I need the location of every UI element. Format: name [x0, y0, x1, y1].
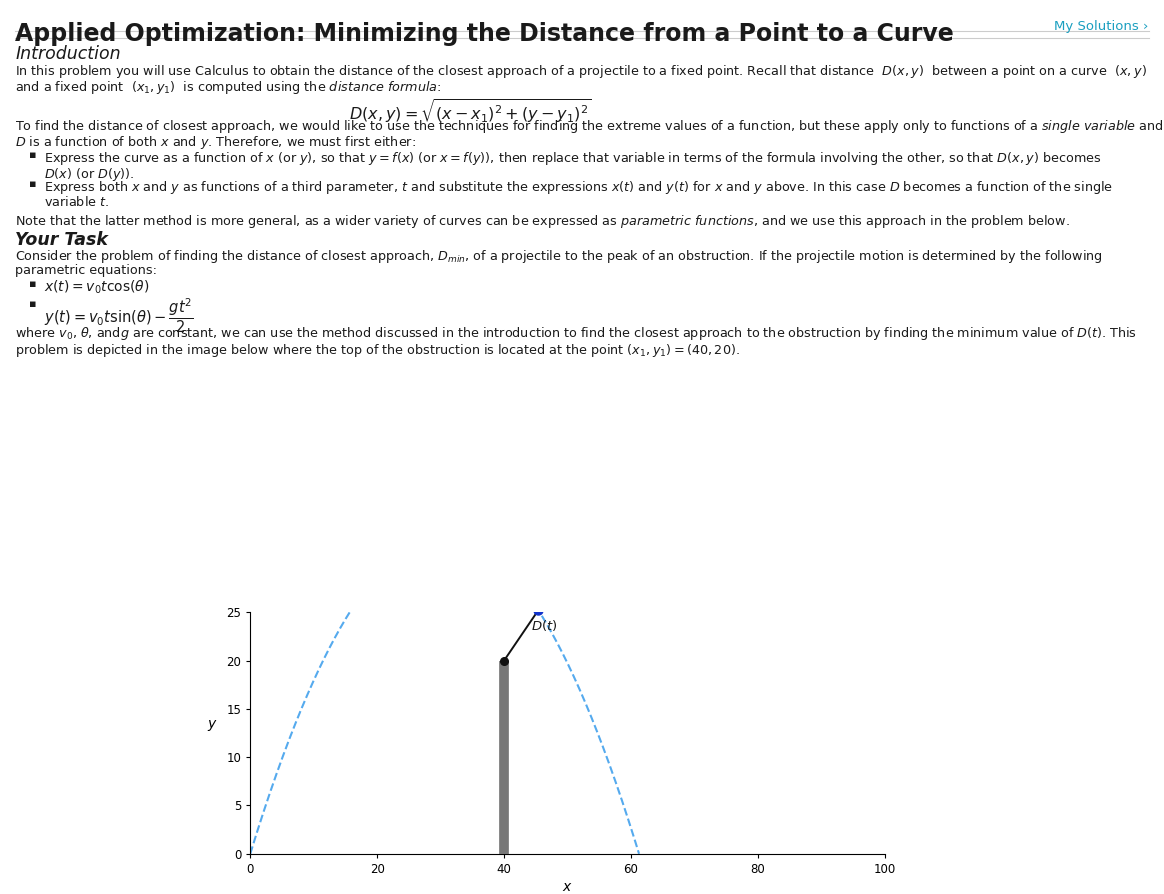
Text: where $v_0$, $\theta$, and$g$ are constant, we can use the method discussed in t: where $v_0$, $\theta$, and$g$ are consta… — [15, 325, 1137, 342]
Text: problem is depicted in the image below where the top of the obstruction is locat: problem is depicted in the image below w… — [15, 342, 740, 358]
Text: Consider the problem of finding the distance of closest approach, $D_{min}$, of : Consider the problem of finding the dist… — [15, 248, 1103, 265]
Text: ▪: ▪ — [29, 299, 36, 308]
Text: $D$ is a function of both $x$ and $y$. Therefore, we must first either:: $D$ is a function of both $x$ and $y$. T… — [15, 134, 416, 151]
Text: and a fixed point  $(x_1, y_1)$  is computed using the $\it{distance\ formula}$:: and a fixed point $(x_1, y_1)$ is comput… — [15, 79, 441, 96]
Text: Note that the latter method is more general, as a wider variety of curves can be: Note that the latter method is more gene… — [15, 213, 1070, 230]
Text: ▪: ▪ — [29, 150, 36, 160]
Text: $D(x)$ (or $D(y)$).: $D(x)$ (or $D(y)$). — [44, 166, 135, 183]
Text: In this problem you will use Calculus to obtain the distance of the closest appr: In this problem you will use Calculus to… — [15, 63, 1147, 80]
Text: $x(t) = v_0 t \cos(\theta)$: $x(t) = v_0 t \cos(\theta)$ — [44, 279, 150, 296]
Text: Express both $x$ and $y$ as functions of a third parameter, $t$ and substitute t: Express both $x$ and $y$ as functions of… — [44, 179, 1113, 196]
Text: Express the curve as a function of $x$ (or $y$), so that $y = f(x)$ (or $x = f(y: Express the curve as a function of $x$ (… — [44, 150, 1101, 167]
Text: ▪: ▪ — [29, 279, 36, 289]
Text: $y(t) = v_0 t \sin(\theta) - \dfrac{gt^2}{2}$: $y(t) = v_0 t \sin(\theta) - \dfrac{gt^2… — [44, 297, 194, 335]
Text: $D(x, y) = \sqrt{(x - x_1)^2 + (y - y_1)^2}$: $D(x, y) = \sqrt{(x - x_1)^2 + (y - y_1)… — [349, 97, 592, 124]
Text: variable $t$.: variable $t$. — [44, 195, 109, 209]
Text: parametric equations:: parametric equations: — [15, 264, 157, 277]
Text: Introduction: Introduction — [15, 45, 121, 63]
Text: To find the distance of closest approach, we would like to use the techniques fo: To find the distance of closest approach… — [15, 118, 1164, 135]
Text: ▪: ▪ — [29, 179, 36, 189]
Y-axis label: $y$: $y$ — [207, 718, 218, 733]
X-axis label: $x$: $x$ — [562, 880, 573, 894]
Text: Your Task: Your Task — [15, 231, 108, 249]
Text: Applied Optimization: Minimizing the Distance from a Point to a Curve: Applied Optimization: Minimizing the Dis… — [15, 22, 953, 46]
Text: $D(t)$: $D(t)$ — [531, 618, 558, 633]
Text: My Solutions ›: My Solutions › — [1055, 20, 1149, 33]
